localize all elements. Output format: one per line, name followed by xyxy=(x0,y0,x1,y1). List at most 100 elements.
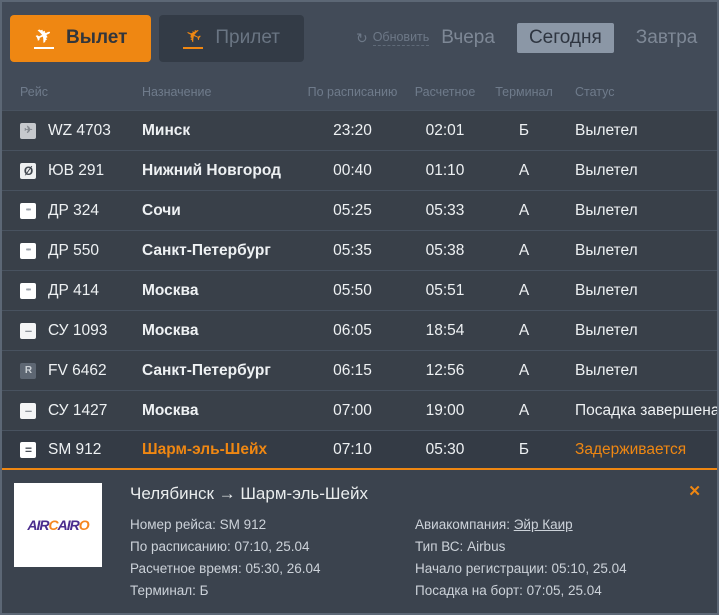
estimated-time: 05:30 xyxy=(425,440,465,458)
detail-label: Тип ВС: xyxy=(415,539,468,554)
destination: Минск xyxy=(142,121,191,139)
flight-number: СУ 1427 xyxy=(48,401,108,419)
destination: Санкт-Петербург xyxy=(142,241,271,259)
detail-line: Номер рейса: SM 912 xyxy=(130,514,415,536)
detail-line: Посадка на борт: 07:05, 25.04 xyxy=(415,580,627,602)
col-scheduled: По расписанию xyxy=(307,85,398,99)
destination: Москва xyxy=(142,281,199,299)
tab-departures[interactable]: ✈ Вылет xyxy=(10,14,152,62)
flight-number: WZ 4703 xyxy=(48,121,111,139)
estimated-time: 12:56 xyxy=(425,361,465,379)
status: Вылетел xyxy=(575,201,638,219)
scheduled-time: 07:00 xyxy=(333,401,372,419)
status: Задерживается xyxy=(575,440,687,458)
detail-label: Номер рейса: xyxy=(130,517,220,532)
scheduled-time: 23:20 xyxy=(333,121,372,139)
estimated-time: 05:38 xyxy=(425,241,465,259)
table-row[interactable]: R FV 6462 Санкт-Петербург 06:15 12:56 А … xyxy=(2,350,717,390)
scheduled-time: 05:25 xyxy=(333,201,372,219)
detail-label: По расписанию: xyxy=(130,539,235,554)
airline-logo-icon: ••• xyxy=(20,242,36,259)
terminal: А xyxy=(518,321,530,339)
table-row[interactable]: ••• ДР 324 Сочи 05:25 05:33 А Вылетел xyxy=(2,190,717,230)
estimated-time: 05:51 xyxy=(425,281,465,299)
status: Вылетел xyxy=(575,281,638,299)
estimated-time: 18:54 xyxy=(425,321,465,339)
detail-line: Терминал: Б xyxy=(130,580,415,602)
flight-number: СУ 1093 xyxy=(48,321,108,339)
terminal: А xyxy=(518,201,530,219)
airline-logo-icon: ••• xyxy=(20,282,36,299)
flight-detail-panel: AIRCAIRO Челябинск → Шарм-эль-Шейх ✕ Ном… xyxy=(2,470,717,613)
table-row[interactable]: – СУ 1093 Москва 06:05 18:54 А Вылетел xyxy=(2,310,717,350)
detail-label: Терминал: xyxy=(130,583,200,598)
terminal: А xyxy=(518,361,530,379)
airline-logo-icon: ✈ xyxy=(20,122,36,139)
route-title: Челябинск → Шарм-эль-Шейх xyxy=(130,484,368,503)
day-tomorrow[interactable]: Завтра xyxy=(635,27,698,48)
arrival-plane-icon: ✈ xyxy=(181,23,206,49)
scheduled-time: 06:05 xyxy=(333,321,372,339)
status: Вылетел xyxy=(575,321,638,339)
airline-logo-segment: AIR xyxy=(57,517,80,533)
col-estimated: Расчетное xyxy=(414,85,476,99)
col-terminal: Терминал xyxy=(495,85,553,99)
flight-number: FV 6462 xyxy=(48,361,107,379)
airline-link[interactable]: Эйр Каир xyxy=(513,517,573,532)
terminal: А xyxy=(518,161,530,179)
status: Вылетел xyxy=(575,121,638,139)
scheduled-time: 05:50 xyxy=(333,281,372,299)
table-row[interactable]: ✈ WZ 4703 Минск 23:20 02:01 Б Вылетел xyxy=(2,110,717,150)
status: Вылетел xyxy=(575,361,638,379)
table-row[interactable]: – СУ 1427 Москва 07:00 19:00 А Посадка з… xyxy=(2,390,717,430)
table-row[interactable]: ••• ДР 414 Москва 05:50 05:51 А Вылетел xyxy=(2,270,717,310)
close-icon[interactable]: ✕ xyxy=(688,483,701,500)
col-status: Статус xyxy=(575,85,615,99)
table-header: Рейс Назначение По расписанию Расчетное … xyxy=(2,74,717,110)
detail-line: Тип ВС: Airbus xyxy=(415,536,627,558)
status: Посадка завершена xyxy=(575,401,717,419)
tab-arrivals[interactable]: ✈ Прилет xyxy=(159,14,304,62)
table-row[interactable]: ••• ДР 550 Санкт-Петербург 05:35 05:38 А… xyxy=(2,230,717,270)
flight-number: ДР 550 xyxy=(48,241,100,259)
terminal: Б xyxy=(518,440,530,458)
detail-value: Б xyxy=(199,583,209,598)
table-row[interactable]: Ø ЮВ 291 Нижний Новгород 00:40 01:10 А В… xyxy=(2,150,717,190)
terminal: А xyxy=(518,241,530,259)
detail-column-left: Номер рейса: SM 912 По расписанию: 07:10,… xyxy=(130,514,415,602)
detail-columns: Номер рейса: SM 912 По расписанию: 07:10,… xyxy=(130,514,701,602)
detail-label: Расчетное время: xyxy=(130,561,246,576)
detail-value: 07:10, 25.04 xyxy=(234,539,310,554)
airline-logo-icon: ••• xyxy=(20,202,36,219)
col-destination: Назначение xyxy=(142,85,212,99)
flight-number: ДР 414 xyxy=(48,281,100,299)
detail-line: Начало регистрации: 05:10, 25.04 xyxy=(415,558,627,580)
terminal: А xyxy=(518,401,530,419)
detail-value: 05:30, 26.04 xyxy=(245,561,321,576)
col-flight: Рейс xyxy=(20,85,48,99)
flights-table-body: ✈ WZ 4703 Минск 23:20 02:01 Б Вылетел Ø … xyxy=(2,110,717,470)
destination: Москва xyxy=(142,321,199,339)
detail-label: Авиакомпания: xyxy=(415,517,514,532)
status: Вылетел xyxy=(575,161,638,179)
scheduled-time: 05:35 xyxy=(333,241,372,259)
detail-line: Расчетное время: 05:30, 26.04 xyxy=(130,558,415,580)
terminal: Б xyxy=(518,121,530,139)
flight-number: ДР 324 xyxy=(48,201,100,219)
refresh-button[interactable]: ↻ Обновить xyxy=(355,30,430,46)
scheduled-time: 00:40 xyxy=(333,161,372,179)
day-selector: Вчера Сегодня Завтра xyxy=(429,23,709,53)
refresh-icon: ↻ xyxy=(355,30,368,46)
table-row[interactable]: = SM 912 Шарм-эль-Шейх 07:10 05:30 Б Зад… xyxy=(2,430,717,470)
day-yesterday[interactable]: Вчера xyxy=(441,27,495,48)
status: Вылетел xyxy=(575,241,638,259)
airline-logo-segment: C xyxy=(48,517,58,533)
day-today[interactable]: Сегодня xyxy=(516,23,614,53)
terminal: А xyxy=(518,281,530,299)
scheduled-time: 07:10 xyxy=(333,440,372,458)
airline-logo-text: AIRCAIRO xyxy=(27,517,89,533)
airline-logo-icon: – xyxy=(20,322,36,339)
detail-label: Посадка на борт: xyxy=(415,583,527,598)
destination: Шарм-эль-Шейх xyxy=(142,440,268,458)
flight-number: ЮВ 291 xyxy=(48,161,105,179)
